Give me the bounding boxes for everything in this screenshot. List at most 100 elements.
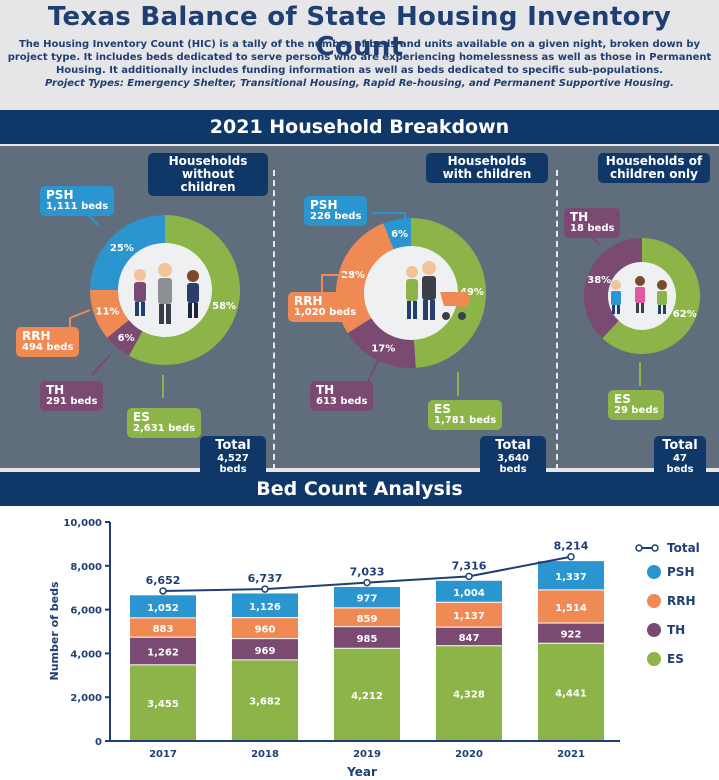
y-axis-label: Number of beds xyxy=(48,581,61,680)
intro-text: The Housing Inventory Count (HIC) is a t… xyxy=(6,38,713,90)
bar-label: 1,262 xyxy=(147,648,179,659)
donut-slice-psh xyxy=(383,218,412,250)
total-point xyxy=(567,552,575,561)
bar-label: 1,052 xyxy=(147,603,179,614)
total-label: 7,033 xyxy=(350,566,385,579)
bar-psh-2020 xyxy=(436,580,502,602)
total-with-children: Total 3,640 beds xyxy=(480,436,546,477)
legend-label: ES xyxy=(667,652,684,666)
bar-psh-2017 xyxy=(130,595,196,618)
label-psh-with-children: PSH 226 beds xyxy=(304,196,368,226)
legend-swatch-es xyxy=(647,652,661,666)
page-title: Texas Balance of State Housing Inventory… xyxy=(47,2,672,62)
x-tick-label: 2017 xyxy=(149,749,177,760)
label-psh-no-children: PSH 1,111 beds xyxy=(40,186,115,216)
slice-pct-es: 62% xyxy=(673,309,697,320)
label-th-children-only: TH 18 beds xyxy=(564,208,621,238)
legend-swatch-th xyxy=(647,623,661,637)
x-tick-label: 2020 xyxy=(455,749,483,760)
legend-marker xyxy=(635,544,643,552)
slice-pct-rrh: 11% xyxy=(96,307,120,318)
bar-label: 3,455 xyxy=(147,699,179,710)
slice-pct-es: 58% xyxy=(212,301,236,312)
project-types: Project Types: Emergency Shelter, Transi… xyxy=(45,78,674,89)
bar-rrh-2019 xyxy=(334,608,400,627)
bar-label: 883 xyxy=(153,624,174,635)
family-illustration xyxy=(406,261,471,320)
bar-psh-2019 xyxy=(334,586,400,608)
slice-pct-th: 17% xyxy=(371,343,395,354)
bar-th-2020 xyxy=(436,627,502,646)
bar-es-2018 xyxy=(232,660,298,740)
total-label: 7,316 xyxy=(452,559,487,572)
donut-slice-th xyxy=(584,238,643,339)
donut-slice-es xyxy=(602,238,700,354)
bar-label: 969 xyxy=(255,646,276,657)
bar-rrh-2021 xyxy=(538,590,604,623)
legend-label: RRH xyxy=(667,594,696,608)
donut-slice-es xyxy=(128,215,240,365)
total-label: 8,214 xyxy=(554,540,589,553)
bar-label: 1,004 xyxy=(453,588,485,599)
bar-label: 977 xyxy=(357,594,378,605)
legend-swatch-rrh xyxy=(647,594,661,608)
bar-es-2020 xyxy=(436,646,502,740)
y-tick-label: 10,000 xyxy=(63,518,102,529)
slice-pct-rrh: 28% xyxy=(341,270,365,281)
donut-slice-rrh xyxy=(90,289,130,338)
y-tick-label: 8,000 xyxy=(70,562,102,573)
bar-label: 1,126 xyxy=(249,602,281,613)
group-title-no-children: Households without children xyxy=(148,153,268,196)
bar-label: 4,212 xyxy=(351,691,383,702)
bar-label: 847 xyxy=(459,633,480,644)
label-th-with-children: TH 613 beds xyxy=(310,381,374,411)
label-es-children-only: ES 29 beds xyxy=(608,390,665,420)
total-point xyxy=(159,587,167,595)
bar-es-2019 xyxy=(334,648,400,740)
bar-label: 922 xyxy=(561,630,582,641)
legend-label: Total xyxy=(667,541,700,555)
bar-psh-2021 xyxy=(538,561,604,590)
y-tick-label: 2,000 xyxy=(70,693,102,704)
divider xyxy=(556,170,558,470)
slice-pct-th: 6% xyxy=(118,333,135,344)
total-children-only: Total 47 beds xyxy=(654,436,706,477)
x-tick-label: 2019 xyxy=(353,749,381,760)
legend-marker xyxy=(651,544,659,552)
bar-label: 985 xyxy=(357,634,378,645)
total-point xyxy=(261,585,269,593)
bar-label: 4,441 xyxy=(555,688,587,699)
total-no-children: Total 4,527 beds xyxy=(200,436,266,477)
x-axis-label: Year xyxy=(346,765,377,779)
bar-rrh-2017 xyxy=(130,618,196,637)
label-es-with-children: ES 1,781 beds xyxy=(428,400,503,430)
y-tick-label: 6,000 xyxy=(70,606,102,617)
bar-label: 960 xyxy=(255,625,276,636)
donut-slice-es xyxy=(410,218,486,368)
total-label: 6,652 xyxy=(146,574,181,587)
bar-th-2018 xyxy=(232,639,298,660)
bar-th-2021 xyxy=(538,623,604,643)
label-rrh-no-children: RRH 494 beds xyxy=(16,327,80,357)
donut-slice-th xyxy=(107,319,143,356)
bar-es-2017 xyxy=(130,665,196,740)
group-title-with-children: Households with children xyxy=(426,153,548,183)
bar-label: 3,682 xyxy=(249,697,281,708)
bar-th-2019 xyxy=(334,627,400,648)
bar-label: 859 xyxy=(357,614,378,625)
divider xyxy=(273,170,275,470)
group-title-children-only: Households of children only xyxy=(598,153,710,183)
bar-es-2021 xyxy=(538,643,604,740)
total-point xyxy=(363,578,371,587)
donut-slice-psh xyxy=(90,215,166,291)
bar-label: 1,337 xyxy=(555,572,587,583)
bar-rrh-2020 xyxy=(436,602,502,627)
label-rrh-with-children: RRH 1,020 beds xyxy=(288,292,363,322)
y-tick-label: 0 xyxy=(95,737,102,748)
bar-th-2017 xyxy=(130,637,196,665)
bed-count-heading: Bed Count Analysis xyxy=(0,472,719,506)
bar-label: 4,328 xyxy=(453,690,485,701)
y-tick-label: 4,000 xyxy=(70,649,102,660)
